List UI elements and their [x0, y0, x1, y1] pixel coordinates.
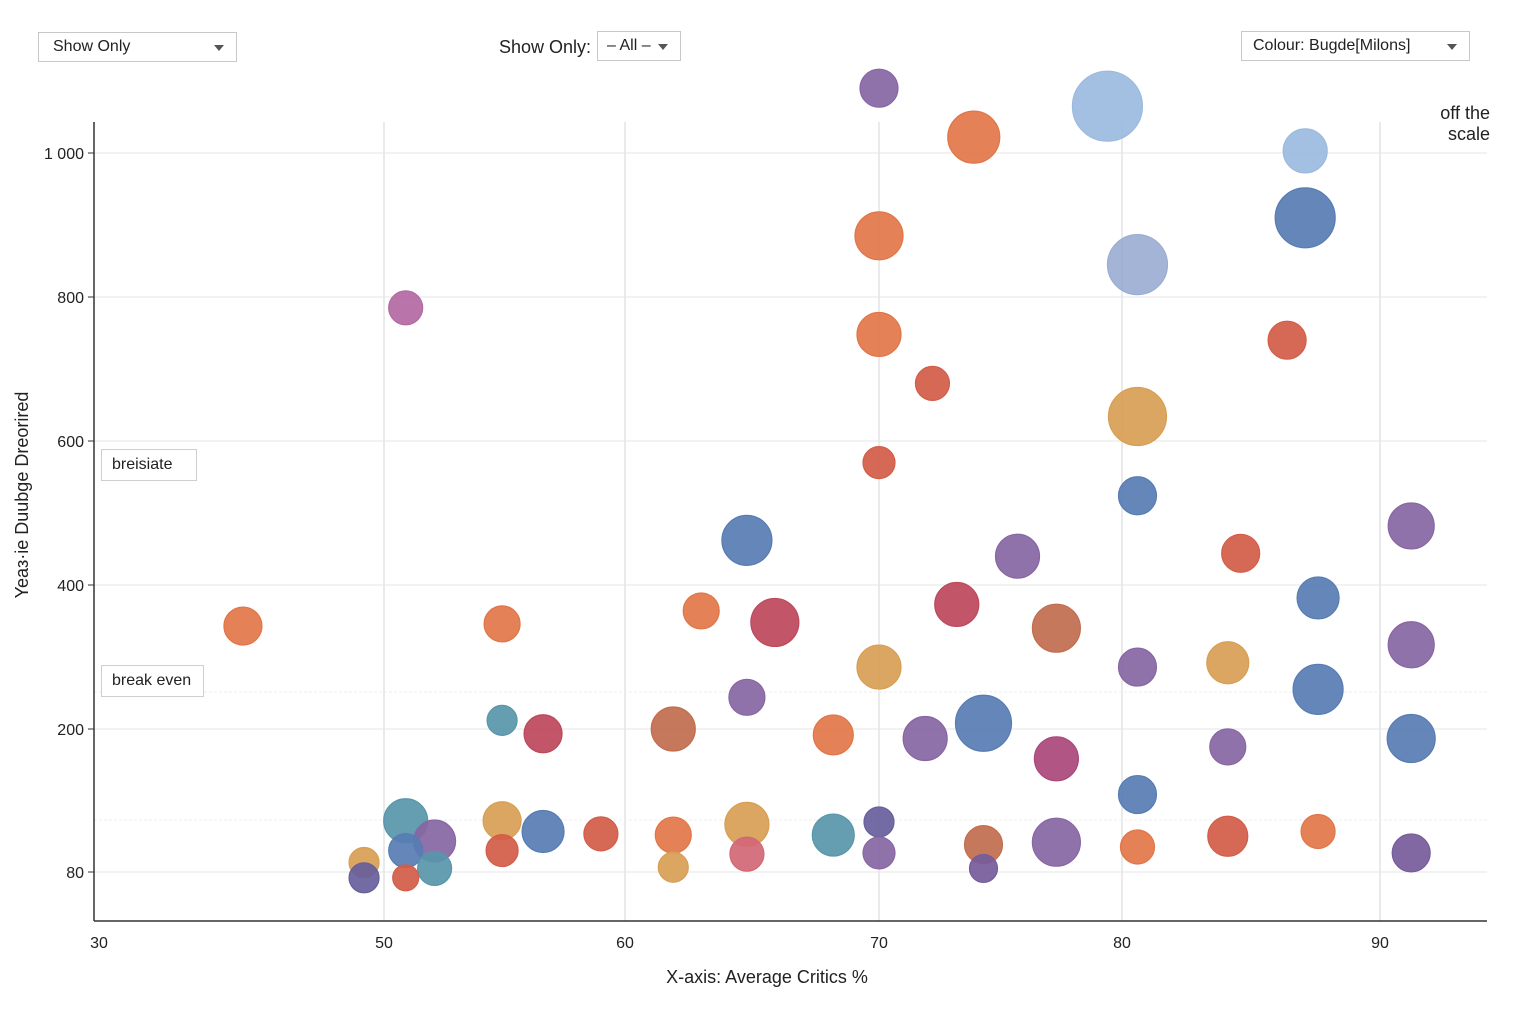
- data-bubble: [523, 714, 563, 754]
- data-bubble: [914, 365, 951, 401]
- data-bubble: [812, 714, 854, 756]
- data-bubble: [583, 816, 619, 852]
- data-bubble: [1282, 128, 1328, 174]
- data-bubble: [859, 68, 899, 108]
- data-bubble: [1274, 187, 1336, 249]
- data-bubble: [650, 706, 696, 752]
- data-bubble: [1107, 386, 1168, 447]
- data-bubble: [1209, 728, 1247, 766]
- data-bubble: [1387, 621, 1435, 669]
- off-the-scale-line2: scale: [1447, 124, 1490, 144]
- data-bubble: [1391, 833, 1431, 873]
- data-bubble: [862, 446, 896, 480]
- data-bubble: [486, 704, 518, 736]
- x-axis-title: X-axis: Average Critics %: [666, 967, 868, 987]
- x-tick-label: 50: [375, 935, 393, 952]
- x-tick-label: 60: [616, 935, 634, 952]
- data-bubble: [1292, 663, 1344, 716]
- axes: [93, 122, 1487, 922]
- y-tick-label: 80: [66, 865, 84, 882]
- data-bubble: [968, 853, 999, 884]
- data-bubble: [902, 715, 948, 762]
- show-only-dropdown-left-label: Show Only: [53, 38, 131, 55]
- data-bubble: [954, 694, 1013, 752]
- tick-labels: 30 50 60 70 80 90 80 200 400 600 800 1 000: [44, 146, 1389, 952]
- break-even-annotation: break even: [101, 665, 204, 697]
- data-bubble: [863, 806, 895, 838]
- data-bubble: [1296, 576, 1340, 620]
- data-bubble: [1387, 502, 1435, 550]
- data-bubble: [728, 678, 766, 716]
- y-axis-title: Yeaз·ie Duubge Dreorired: [12, 392, 32, 599]
- data-bubble: [854, 211, 904, 261]
- data-bubble: [729, 836, 765, 872]
- show-only-filter-value: – All –: [607, 37, 651, 54]
- data-bubble: [485, 833, 519, 868]
- data-bubble: [521, 809, 565, 854]
- x-tick-label: 70: [870, 935, 888, 952]
- data-bubble: [1206, 641, 1250, 685]
- data-bubble: [811, 813, 855, 857]
- data-bubble: [483, 605, 521, 643]
- data-bubble: [1106, 234, 1169, 296]
- show-only-filter-dropdown[interactable]: – All –: [597, 31, 681, 61]
- data-bubble: [1300, 813, 1336, 850]
- x-tick-label: 30: [90, 935, 108, 952]
- show-only-label: Show Only:: [499, 37, 592, 57]
- data-bubble: [1071, 70, 1144, 142]
- data-bubble: [1221, 533, 1261, 573]
- data-bubble: [223, 606, 263, 646]
- data-bubble: [1033, 736, 1079, 782]
- chevron-down-icon: [1447, 44, 1457, 50]
- data-bubble: [392, 864, 420, 892]
- data-bubble: [862, 836, 896, 870]
- data-bubble: [388, 290, 424, 326]
- y-tick-label: 600: [57, 434, 84, 451]
- gridlines: [94, 122, 1487, 921]
- data-bubble: [856, 644, 902, 690]
- chevron-down-icon: [658, 44, 668, 50]
- data-bubble: [388, 832, 424, 869]
- data-bubble: [856, 311, 902, 358]
- data-bubble: [1119, 829, 1156, 865]
- y-tick-label: 200: [57, 722, 84, 739]
- data-bubble: [750, 597, 800, 648]
- x-tick-label: 80: [1113, 935, 1131, 952]
- data-bubble: [657, 851, 689, 883]
- bubbles: [223, 68, 1436, 894]
- data-bubble: [1031, 817, 1081, 867]
- data-bubble: [934, 581, 980, 628]
- data-bubble: [947, 110, 1001, 164]
- data-bubble: [348, 862, 380, 894]
- breakeven-upper-annotation: breisiate: [101, 449, 197, 481]
- colour-dropdown-label: Colour: Bugde[Milons]: [1253, 37, 1411, 54]
- data-bubble: [1386, 713, 1436, 764]
- data-bubble: [654, 816, 692, 854]
- data-bubble: [1117, 647, 1158, 687]
- data-bubble: [1207, 815, 1249, 857]
- data-bubble: [1267, 320, 1307, 360]
- y-tick-label: 800: [57, 290, 84, 307]
- x-tick-label: 90: [1371, 935, 1389, 952]
- show-only-dropdown-left[interactable]: Show Only: [38, 32, 237, 62]
- y-tick-label: 400: [57, 578, 84, 595]
- data-bubble: [1031, 603, 1081, 653]
- y-tick-label: 1 000: [44, 146, 84, 163]
- off-the-scale-line1: off the: [1440, 103, 1490, 123]
- data-bubble: [682, 592, 720, 630]
- data-bubble: [721, 514, 773, 566]
- colour-dropdown[interactable]: Colour: Bugde[Milons]: [1241, 31, 1470, 61]
- chevron-down-icon: [214, 45, 224, 51]
- data-bubble: [994, 533, 1041, 579]
- data-bubble: [1117, 774, 1158, 815]
- off-the-scale-note: off the scale: [1440, 103, 1490, 145]
- data-bubble: [417, 850, 453, 887]
- data-bubble: [1117, 476, 1158, 516]
